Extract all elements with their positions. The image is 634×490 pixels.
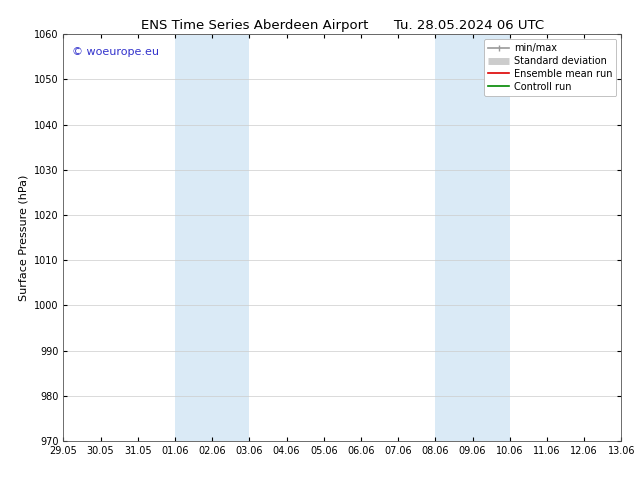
- Y-axis label: Surface Pressure (hPa): Surface Pressure (hPa): [18, 174, 29, 301]
- Title: ENS Time Series Aberdeen Airport      Tu. 28.05.2024 06 UTC: ENS Time Series Aberdeen Airport Tu. 28.…: [141, 19, 544, 32]
- Legend: min/max, Standard deviation, Ensemble mean run, Controll run: min/max, Standard deviation, Ensemble me…: [484, 39, 616, 96]
- Bar: [175, 34, 249, 441]
- Text: © woeurope.eu: © woeurope.eu: [72, 47, 158, 56]
- Bar: [436, 34, 510, 441]
